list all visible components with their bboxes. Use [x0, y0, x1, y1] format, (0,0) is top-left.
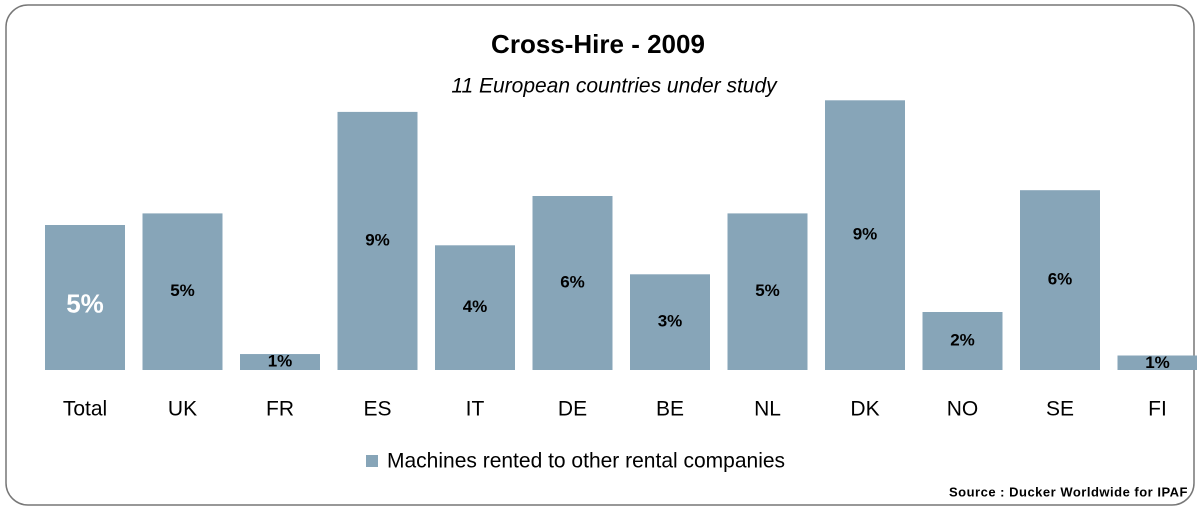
- bar: [825, 100, 905, 371]
- bar: [1117, 355, 1197, 370]
- bar: [1020, 190, 1100, 370]
- value-label: 5%: [755, 281, 780, 300]
- bar: [45, 225, 125, 370]
- value-label: 6%: [560, 272, 585, 291]
- bar: [142, 213, 223, 370]
- chart-title: Cross-Hire - 2009: [491, 29, 705, 59]
- x-tick-label: FI: [1148, 398, 1167, 421]
- x-tick-label: DE: [558, 398, 587, 421]
- x-tick-label: DK: [850, 398, 879, 421]
- bar: [630, 274, 710, 370]
- value-label: 1%: [1145, 353, 1170, 372]
- value-label: 9%: [365, 230, 390, 249]
- x-tick-label: Total: [63, 398, 107, 421]
- legend-label: Machines rented to other rental companie…: [387, 450, 785, 473]
- bar: [922, 312, 1003, 370]
- x-tick-label: NL: [754, 398, 781, 421]
- x-tick-label: ES: [363, 398, 391, 421]
- x-tick-label: FR: [266, 398, 294, 421]
- value-label: 2%: [950, 330, 975, 349]
- x-tick-label: BE: [656, 398, 684, 421]
- value-label: 1%: [268, 352, 293, 371]
- x-tick-label: NO: [947, 398, 979, 421]
- value-label: 5%: [170, 281, 195, 300]
- chart-subtitle: 11 European countries under study: [451, 75, 778, 98]
- bar: [337, 111, 418, 371]
- x-tick-label: IT: [466, 398, 485, 421]
- value-label: 6%: [1048, 270, 1073, 289]
- bar: [240, 354, 320, 370]
- source: Source : Ducker Worldwide for IPAF: [949, 484, 1188, 499]
- value-label: 9%: [853, 225, 878, 244]
- value-label: 4%: [463, 297, 488, 316]
- legend-swatch: [366, 455, 378, 467]
- value-label: 5%: [66, 288, 104, 318]
- value-label: 3%: [658, 312, 683, 331]
- bar: [532, 196, 613, 370]
- bar: [435, 245, 515, 370]
- x-tick-label: SE: [1046, 398, 1074, 421]
- x-tick-label: UK: [168, 398, 197, 421]
- bar: [727, 213, 808, 370]
